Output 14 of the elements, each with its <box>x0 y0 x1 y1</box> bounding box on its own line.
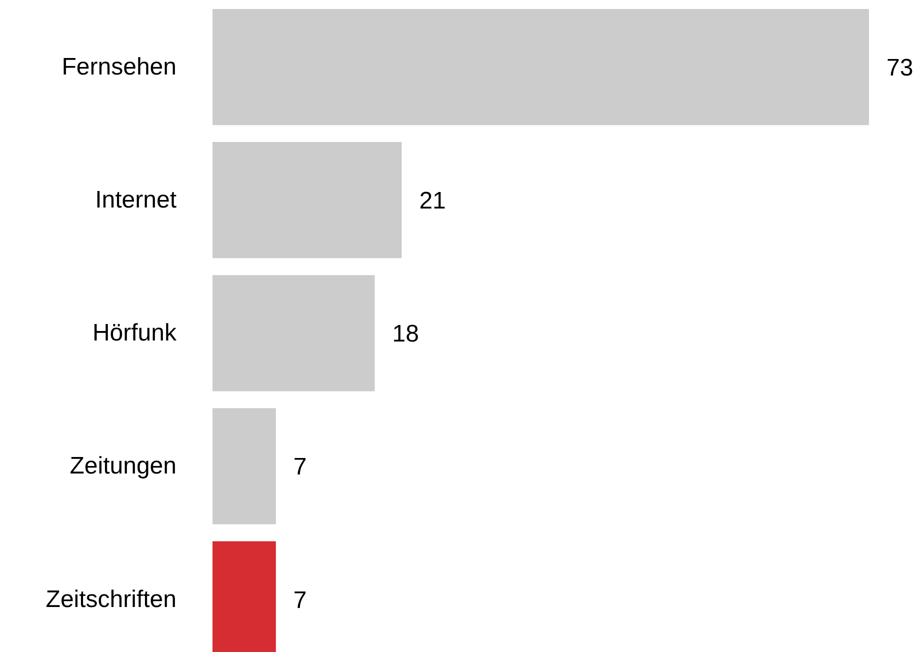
data-label: 18 <box>392 320 419 348</box>
bar <box>212 275 375 392</box>
y-tick-label: Zeitschriften <box>46 586 177 613</box>
data-label: 73 <box>886 54 914 82</box>
bar <box>212 142 402 258</box>
data-label: 21 <box>419 188 446 215</box>
y-tick-label: Fernsehen <box>62 54 177 81</box>
bar <box>212 408 276 524</box>
bar <box>212 8 869 126</box>
data-label: 7 <box>293 586 307 614</box>
y-tick-label: Hörfunk <box>92 320 178 347</box>
y-tick-label: Zeitungen <box>70 452 177 480</box>
y-tick-label: Internet <box>95 186 177 214</box>
data-label: 7 <box>293 454 307 481</box>
